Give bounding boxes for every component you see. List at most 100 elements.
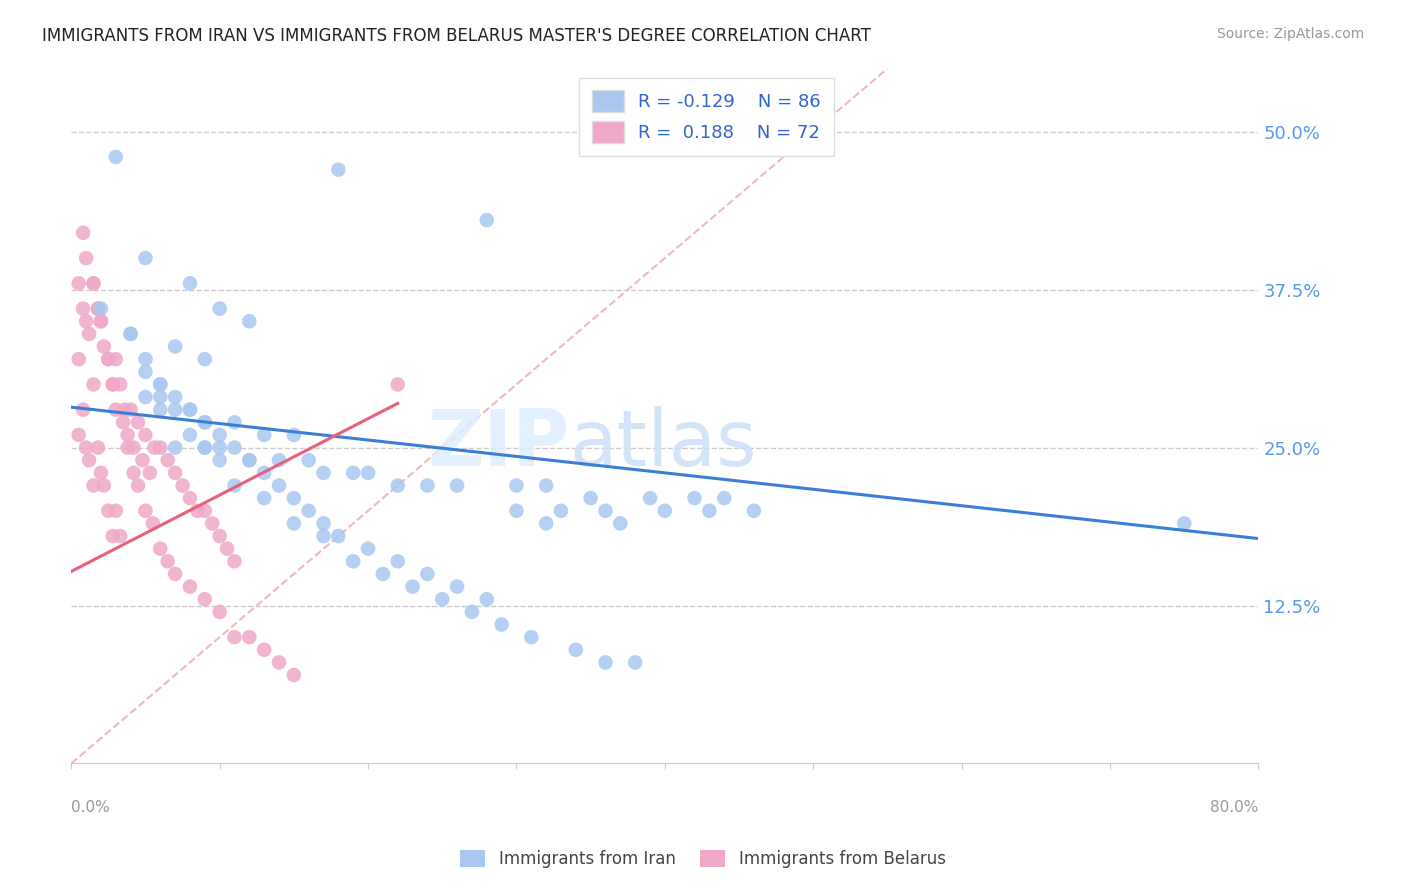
Point bbox=[387, 554, 409, 568]
Point bbox=[112, 415, 135, 429]
Point bbox=[179, 428, 201, 442]
Point bbox=[208, 453, 231, 467]
Text: 0.0%: 0.0% bbox=[72, 800, 110, 815]
Point bbox=[194, 352, 217, 367]
Point bbox=[122, 466, 145, 480]
Text: atlas: atlas bbox=[569, 406, 758, 482]
Point bbox=[298, 453, 321, 467]
Point bbox=[97, 352, 120, 367]
Point bbox=[224, 554, 246, 568]
Point bbox=[312, 529, 335, 543]
Text: IMMIGRANTS FROM IRAN VS IMMIGRANTS FROM BELARUS MASTER'S DEGREE CORRELATION CHAR: IMMIGRANTS FROM IRAN VS IMMIGRANTS FROM … bbox=[42, 27, 872, 45]
Point bbox=[446, 478, 468, 492]
Point bbox=[208, 529, 231, 543]
Point bbox=[475, 592, 498, 607]
Point bbox=[77, 453, 100, 467]
Point bbox=[165, 441, 187, 455]
Point bbox=[149, 390, 172, 404]
Point bbox=[186, 504, 208, 518]
Point bbox=[127, 478, 149, 492]
Point bbox=[238, 630, 260, 644]
Point bbox=[387, 377, 409, 392]
Point bbox=[595, 504, 617, 518]
Point bbox=[520, 630, 543, 644]
Text: Source: ZipAtlas.com: Source: ZipAtlas.com bbox=[1216, 27, 1364, 41]
Point bbox=[371, 566, 394, 581]
Point bbox=[165, 566, 187, 581]
Point bbox=[416, 566, 439, 581]
Point bbox=[624, 656, 647, 670]
Point bbox=[114, 402, 136, 417]
Legend: R = -0.129    N = 86, R =  0.188    N = 72: R = -0.129 N = 86, R = 0.188 N = 72 bbox=[579, 78, 834, 156]
Point bbox=[342, 554, 364, 568]
Point bbox=[208, 428, 231, 442]
Point bbox=[238, 453, 260, 467]
Legend: Immigrants from Iran, Immigrants from Belarus: Immigrants from Iran, Immigrants from Be… bbox=[454, 843, 952, 875]
Point bbox=[149, 377, 172, 392]
Point bbox=[90, 301, 112, 316]
Point bbox=[401, 580, 423, 594]
Point bbox=[134, 352, 156, 367]
Point bbox=[432, 592, 454, 607]
Point bbox=[179, 277, 201, 291]
Point bbox=[550, 504, 572, 518]
Point bbox=[238, 314, 260, 328]
Point bbox=[108, 377, 131, 392]
Point bbox=[108, 529, 131, 543]
Point bbox=[72, 402, 94, 417]
Point bbox=[134, 251, 156, 265]
Point bbox=[134, 428, 156, 442]
Point bbox=[595, 656, 617, 670]
Point bbox=[122, 441, 145, 455]
Point bbox=[83, 478, 105, 492]
Point bbox=[97, 504, 120, 518]
Point bbox=[90, 314, 112, 328]
Point bbox=[149, 402, 172, 417]
Point bbox=[117, 428, 139, 442]
Point bbox=[149, 541, 172, 556]
Point bbox=[143, 441, 166, 455]
Point bbox=[416, 478, 439, 492]
Point bbox=[194, 504, 217, 518]
Point bbox=[283, 668, 305, 682]
Point bbox=[131, 453, 153, 467]
Point bbox=[283, 428, 305, 442]
Point bbox=[215, 541, 238, 556]
Point bbox=[83, 377, 105, 392]
Point bbox=[149, 441, 172, 455]
Point bbox=[83, 277, 105, 291]
Point bbox=[87, 301, 110, 316]
Point bbox=[179, 402, 201, 417]
Point bbox=[253, 466, 276, 480]
Point bbox=[72, 226, 94, 240]
Point bbox=[134, 390, 156, 404]
Point bbox=[87, 301, 110, 316]
Point bbox=[194, 415, 217, 429]
Point bbox=[120, 326, 142, 341]
Point bbox=[93, 478, 115, 492]
Point bbox=[90, 466, 112, 480]
Point bbox=[208, 605, 231, 619]
Point bbox=[75, 251, 97, 265]
Point bbox=[67, 277, 90, 291]
Text: 80.0%: 80.0% bbox=[1211, 800, 1258, 815]
Point bbox=[283, 491, 305, 505]
Point bbox=[194, 592, 217, 607]
Point bbox=[387, 478, 409, 492]
Point bbox=[120, 326, 142, 341]
Point bbox=[127, 415, 149, 429]
Point bbox=[156, 554, 179, 568]
Point bbox=[224, 415, 246, 429]
Point bbox=[179, 491, 201, 505]
Point bbox=[75, 441, 97, 455]
Point bbox=[165, 390, 187, 404]
Point bbox=[534, 516, 557, 531]
Point bbox=[683, 491, 706, 505]
Point bbox=[224, 478, 246, 492]
Point bbox=[208, 441, 231, 455]
Point bbox=[67, 352, 90, 367]
Point bbox=[134, 365, 156, 379]
Point bbox=[224, 630, 246, 644]
Point bbox=[475, 213, 498, 227]
Text: ZIP: ZIP bbox=[427, 406, 569, 482]
